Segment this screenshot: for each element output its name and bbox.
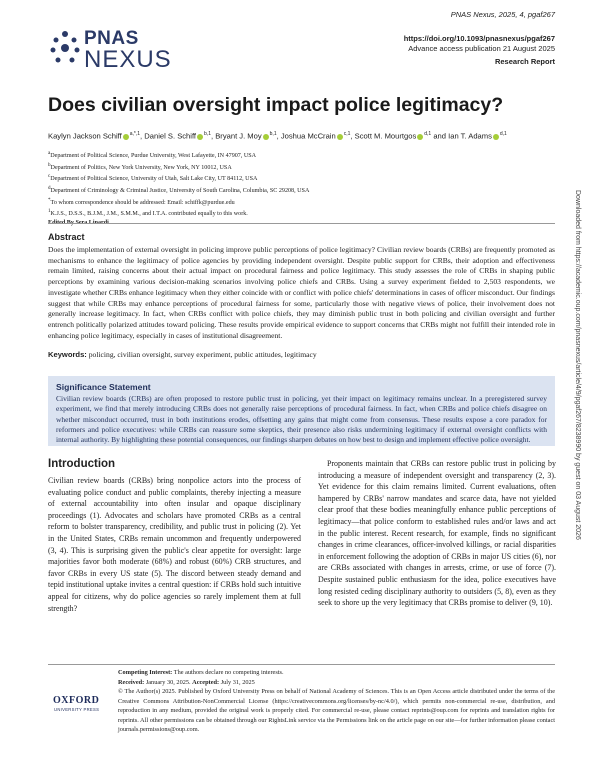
orcid-icon — [417, 133, 424, 140]
affiliation-sup: * — [48, 196, 51, 203]
orcid-icon — [262, 133, 269, 140]
significance-box: Significance Statement Civilian review b… — [48, 376, 555, 446]
abstract-text: Does the implementation of external over… — [48, 245, 555, 340]
author-sup: a,*,1 — [129, 131, 141, 137]
logo-mark — [50, 31, 80, 63]
affiliation: aDepartment of Political Science, Purdue… — [48, 149, 553, 161]
doi[interactable]: https://doi.org/10.1093/pnasnexus/pgaf26… — [403, 34, 555, 43]
orcid-icon — [122, 133, 129, 140]
keywords-text: policing, civilian oversight, survey exp… — [88, 350, 317, 359]
affiliation: bDepartment of Politics, New York Univer… — [48, 161, 553, 173]
competing-label: Competing Interest: — [118, 669, 173, 676]
article-type: Research Report — [494, 57, 555, 66]
publisher-sub: UNIVERSITY PRESS — [54, 707, 100, 712]
affiliation-sup: d — [48, 184, 51, 191]
received-label: Received: — [118, 678, 145, 686]
author-sup: c,1 — [343, 131, 351, 137]
abstract-heading: Abstract — [48, 232, 85, 242]
advance-access: Advance access publication 21 August 202… — [408, 44, 555, 53]
authors: Kaylyn Jackson Schiff a,*,1, Daniel S. Sc… — [48, 131, 507, 141]
accepted-label: Accepted: — [192, 678, 220, 686]
paragraph: Proponents maintain that CRBs can restor… — [318, 459, 556, 608]
paragraph: Civilian review boards (CRBs) bring nonp… — [48, 476, 301, 613]
author-name: Joshua McCrain — [280, 131, 336, 141]
rule — [48, 664, 555, 665]
significance-heading: Significance Statement — [56, 382, 151, 392]
accepted-date: July 31, 2025 — [220, 678, 255, 686]
author-name: Bryant J. Moy — [215, 131, 262, 141]
download-note-box: Downloaded from https://academic.oup.com… — [571, 190, 581, 610]
logo-bottom: NEXUS — [84, 46, 172, 73]
author-name: Daniel S. Schiff — [144, 131, 197, 141]
download-note: Downloaded from https://academic.oup.com… — [574, 190, 581, 540]
publisher-name: OXFORD — [53, 695, 100, 706]
competing-text: The authors declare no competing interes… — [173, 669, 284, 676]
author-name: Kaylyn Jackson Schiff — [48, 131, 122, 141]
affiliation-text: Department of Criminology & Criminal Jus… — [50, 187, 310, 194]
author-sup: d,1 — [499, 131, 507, 137]
rule — [48, 223, 555, 224]
keywords: Keywords: policing, civilian oversight, … — [48, 350, 555, 359]
author-sup: b,1 — [204, 131, 211, 137]
author-sup: d,1 — [424, 131, 432, 137]
affiliation: cDepartment of Political Science, Univer… — [48, 172, 553, 184]
affiliation-sup: a — [48, 150, 51, 156]
license: © The Author(s) 2025. Published by Oxfor… — [118, 688, 555, 733]
affiliation: *To whom correspondence should be addres… — [48, 196, 553, 208]
author-name: Scott M. Mourtgos — [354, 131, 417, 141]
title: Does civilian oversight impact police le… — [48, 94, 504, 116]
author-conjunction: and — [433, 131, 446, 141]
affiliation-text: Department of Political Science, Univers… — [50, 176, 258, 183]
edited-label: Edited By — [48, 219, 74, 226]
orcid-icon — [197, 133, 204, 140]
affiliation-sup: b — [48, 161, 51, 168]
orcid-icon — [336, 133, 343, 140]
edited-by: Edited By Sera Linardi — [48, 219, 553, 228]
affiliation-text: Department of Politics, New York Univers… — [50, 164, 232, 171]
affiliation: 1K.J.S., D.S.S., B.J.M., J.M., S.M.M., a… — [48, 207, 553, 219]
footer: Competing Interest: The authors declare … — [118, 668, 555, 735]
received-date: January 30, 2025. — [145, 678, 191, 686]
affiliation-sup: c — [48, 173, 51, 180]
keywords-label: Keywords: — [48, 350, 87, 359]
affiliation-text: K.J.S., D.S.S., B.J.M., J.M., S.M.M., an… — [50, 211, 248, 218]
significance-text: Civilian review boards (CRBs) are often … — [56, 394, 547, 445]
logo-top: PNAS — [84, 28, 139, 49]
author-name: Ian T. Adams — [448, 131, 492, 141]
affiliation: dDepartment of Criminology & Criminal Ju… — [48, 184, 553, 196]
affiliation-text: To whom correspondence should be address… — [50, 199, 235, 206]
orcid-icon — [492, 133, 499, 140]
affiliations: aDepartment of Political Science, Purdue… — [48, 149, 553, 227]
citation: PNAS Nexus, 2025, 4, pgaf267 — [450, 10, 555, 19]
affiliation-text: Department of Political Science, Purdue … — [50, 153, 257, 160]
affiliation-sup: 1 — [48, 208, 51, 215]
editor-name: Sera Linardi — [75, 219, 109, 226]
intro-heading: Introduction — [48, 458, 116, 470]
author-sup: b,1 — [269, 131, 277, 137]
